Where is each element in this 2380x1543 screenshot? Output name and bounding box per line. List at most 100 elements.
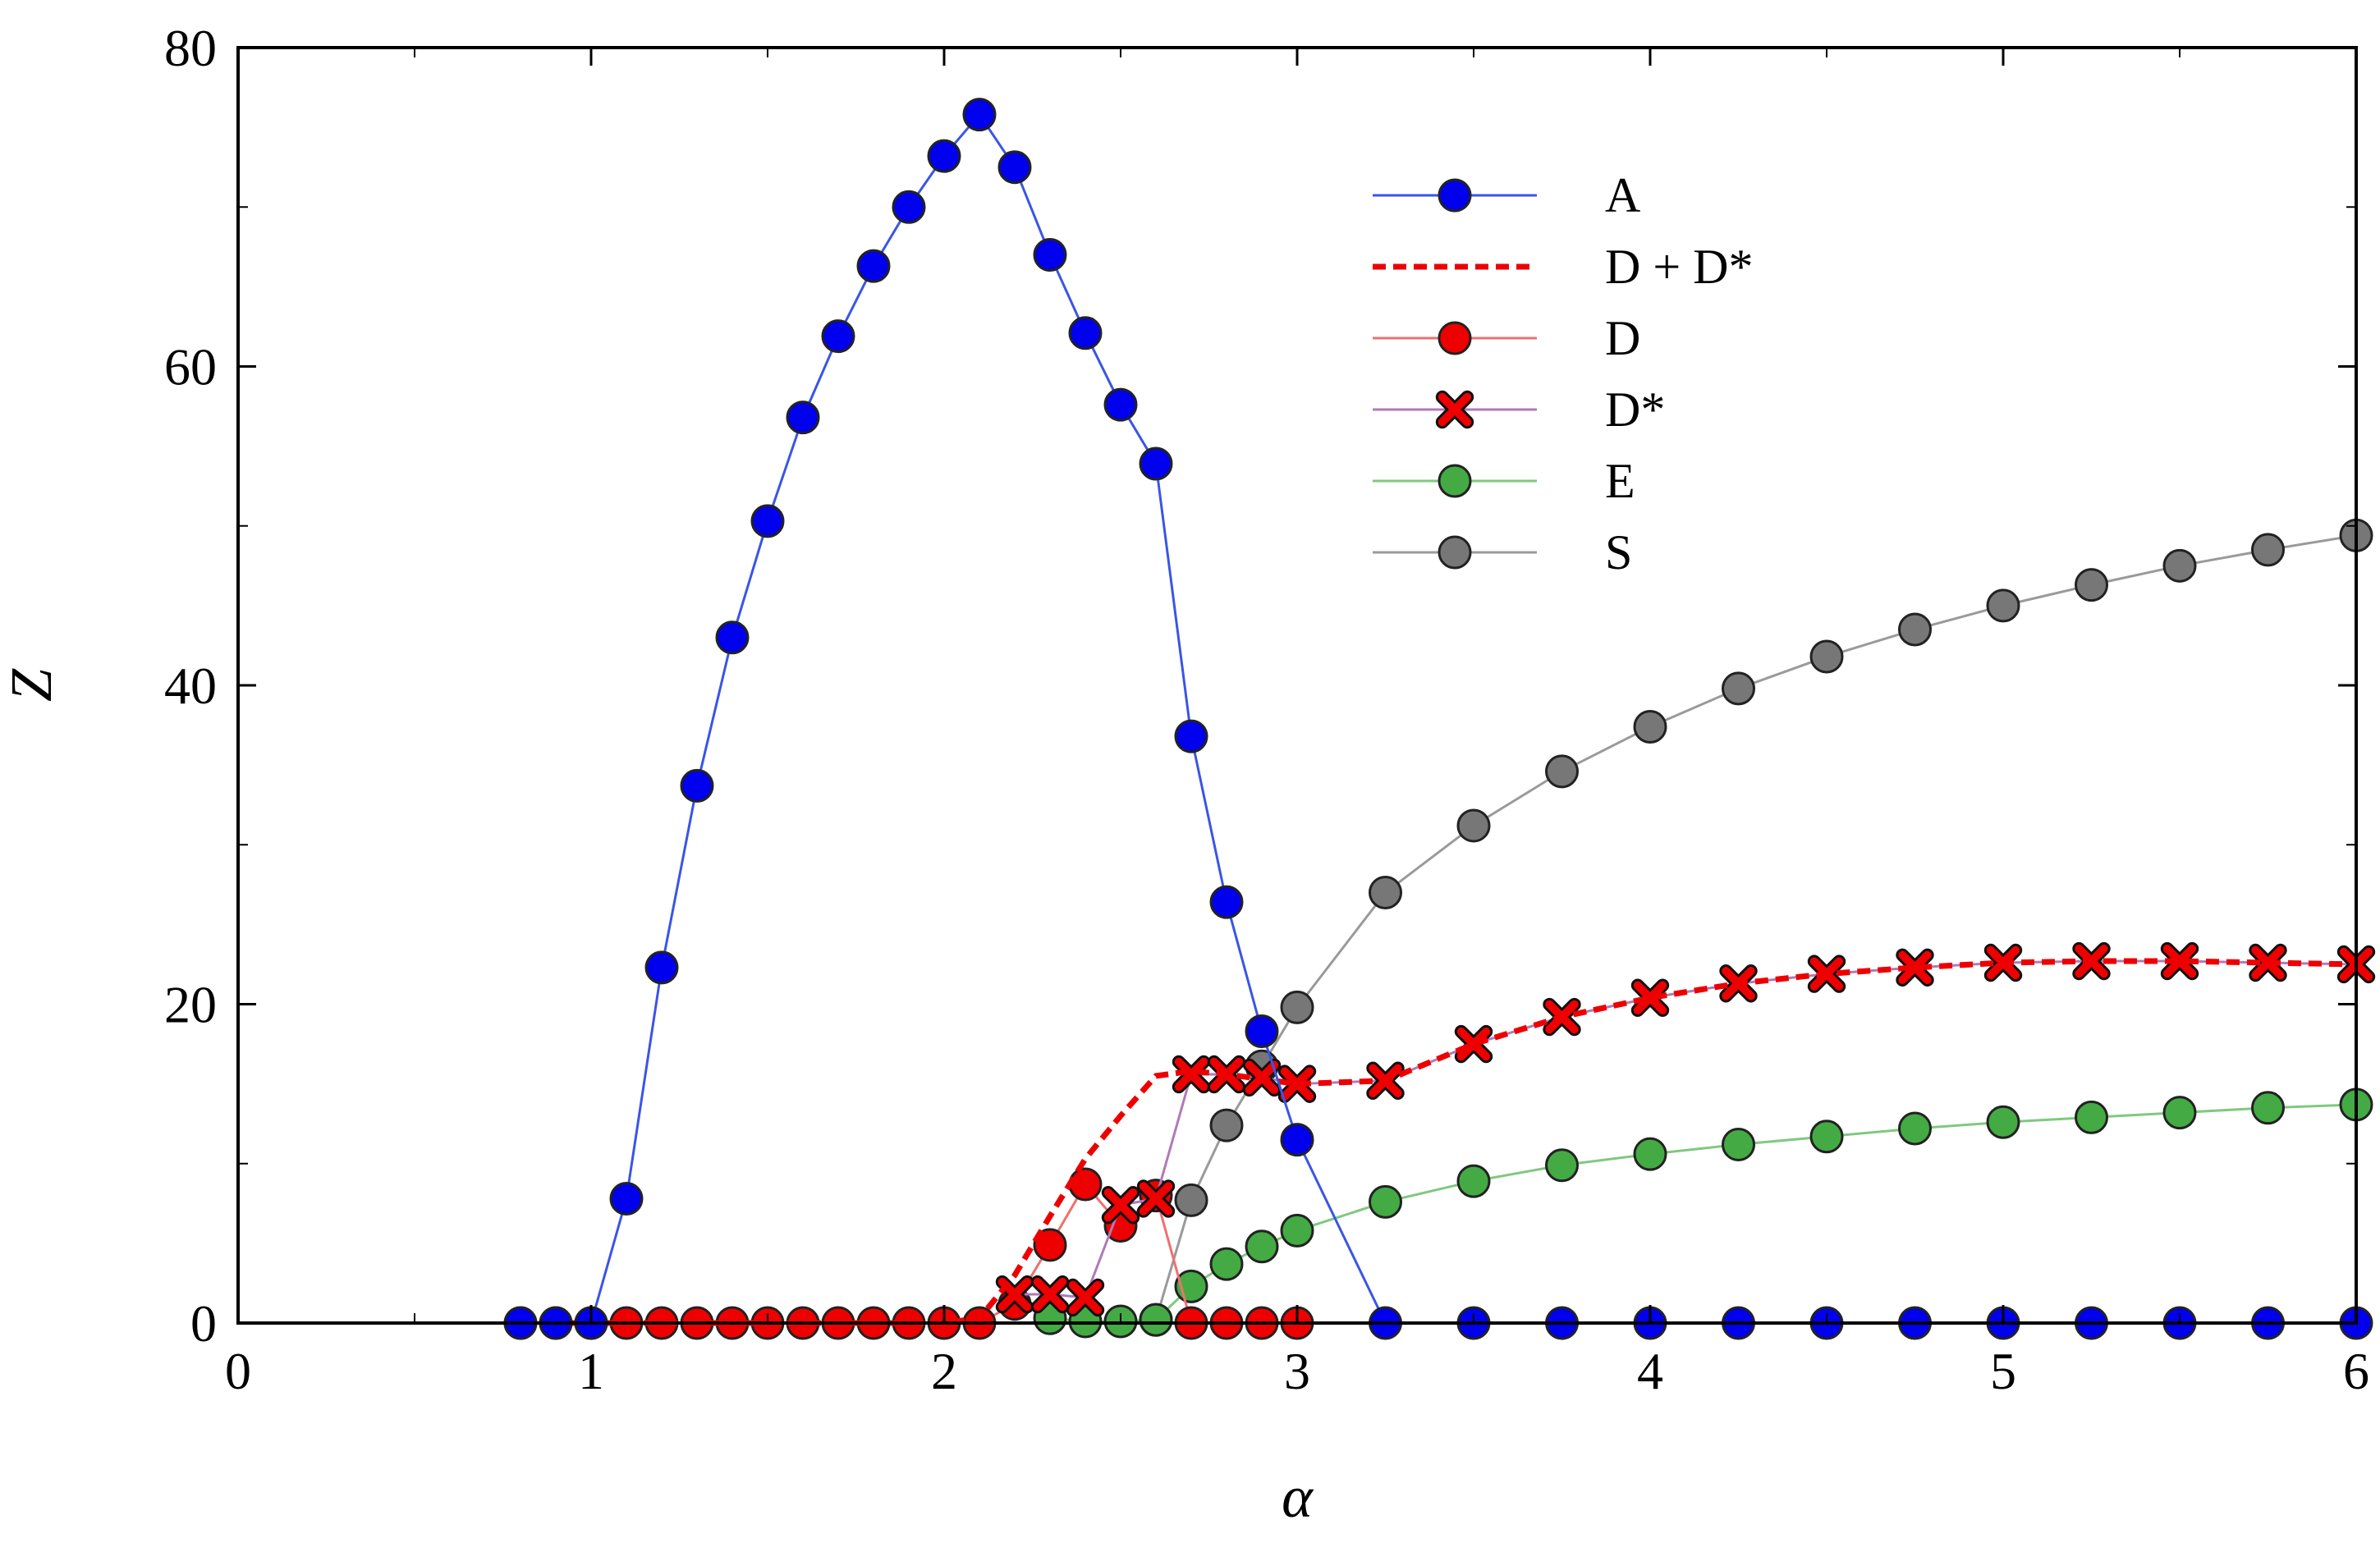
data-point-a [1174,719,1208,753]
x-axis-title: α [1282,1464,1314,1530]
y-axis-title: Z [0,668,64,702]
data-point-a [750,504,785,538]
data-point-e [1809,1119,1844,1154]
data-point-a [1068,316,1103,350]
data-point-s [1898,612,1932,647]
x-tick-label: 4 [1637,1342,1663,1400]
data-point-d [1630,978,1670,1017]
data-point-s [2075,568,2108,602]
data-point-d [2160,941,2199,981]
data-point-d [1068,1167,1103,1202]
data-point-s [1280,990,1314,1024]
y-tick-label: 80 [164,19,217,77]
legend-item-d-d: D + D* [1373,240,1754,294]
y-tick-label: 20 [164,976,217,1034]
data-point-a [715,620,750,655]
legend-marker [1438,321,1472,355]
data-point-a [1209,885,1244,919]
data-point-d [1896,948,1934,987]
data-point-e [1456,1164,1491,1198]
series-line-e [1049,1103,2357,1323]
legend-label: D [1605,311,1640,365]
y-tick-label: 40 [164,657,217,715]
x-tick-label: 1 [578,1342,604,1400]
data-point-e [2075,1100,2108,1134]
data-point-a [644,950,679,985]
legend-label: A [1605,168,1640,222]
series-a [503,98,2373,1340]
legend-item-d: D [1373,311,1640,365]
y-tick-label: 0 [190,1294,217,1353]
data-point-d [1172,1055,1211,1094]
x-tick-label: 3 [1284,1342,1310,1400]
data-point-d [1101,1186,1140,1225]
series-layer [503,98,2376,1340]
data-point-a [997,150,1032,185]
data-point-e [1280,1213,1314,1248]
data-point-d [1033,1228,1067,1262]
data-point-a [609,1181,644,1216]
series-line-d-d [520,958,2357,1326]
data-point-a [1033,238,1067,272]
data-point-s [1545,754,1579,789]
series-line-s [1154,533,2357,1321]
data-point-s [1986,588,2020,623]
data-point-s [2251,533,2285,567]
x-tick-label: 2 [931,1342,957,1400]
y-tick-label: 60 [164,338,217,396]
legend-label: D* [1605,382,1665,437]
data-point-s [1174,1183,1208,1217]
data-point-a [1103,387,1138,422]
data-point-e [1633,1137,1667,1171]
data-point-d [1066,1278,1105,1317]
data-point-s [1209,1108,1244,1142]
data-point-e [1245,1229,1279,1264]
data-point-a [1245,1014,1279,1049]
data-point-s [1633,710,1667,744]
legend-label: E [1605,454,1635,508]
x-tick-label: 0 [225,1342,251,1400]
data-point-d [1136,1179,1176,1218]
legend-item-e: E [1373,454,1635,508]
legend-label: S [1605,525,1632,579]
data-point-e [1139,1303,1173,1337]
data-point-a [856,249,891,283]
data-point-s [2162,548,2197,583]
data-point-a [680,768,714,803]
series-s [1139,518,2373,1337]
data-point-e [1369,1184,1402,1219]
data-point-e [1898,1111,1932,1146]
data-point-s [1722,671,1755,706]
legend-marker [1435,390,1474,429]
data-point-a [927,139,961,173]
data-point-s [1456,808,1491,843]
legend: A D + D* D D* ES [1373,168,1754,579]
data-point-s [1809,639,1844,674]
series-d-d [520,958,2357,1326]
x-tick-label: 6 [2343,1342,2369,1400]
legend-label: D + D* [1605,240,1754,294]
data-point-e [2251,1091,2285,1125]
data-point-d [1277,1065,1317,1103]
legend-item-a: A [1373,168,1640,222]
data-point-e [2162,1096,2197,1130]
data-point-s [1369,876,1402,910]
data-point-a [1139,446,1173,481]
legend-marker [1438,464,1472,498]
data-point-a [1280,1123,1314,1157]
data-point-a [962,98,997,132]
x-tick-label: 5 [1990,1342,2016,1400]
data-point-d [1454,1024,1493,1064]
data-point-e [1986,1105,2020,1139]
data-point-e [1545,1148,1579,1183]
series-d [995,941,2376,1317]
data-point-d [1030,1275,1070,1314]
legend-marker [1438,178,1472,213]
data-point-a [892,190,926,224]
legend-item-d: D* [1373,382,1665,437]
legend-item-s: S [1373,525,1632,579]
legend-marker [1438,535,1472,570]
